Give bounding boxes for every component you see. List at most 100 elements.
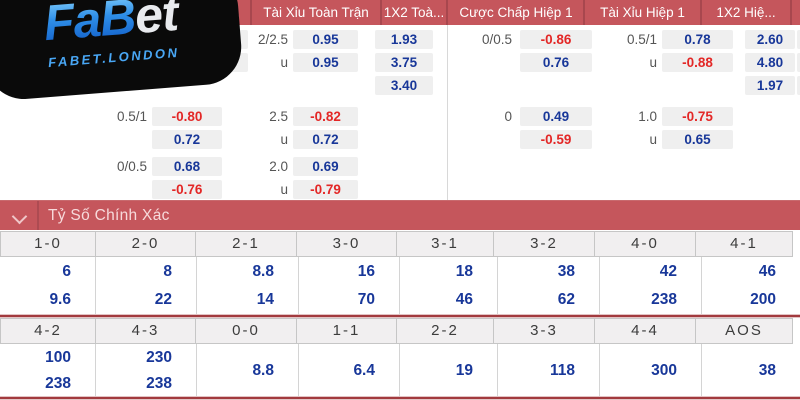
- score-odds-cell[interactable]: 8.8: [197, 344, 299, 396]
- score-odds-cell[interactable]: 18 46: [400, 257, 498, 314]
- score-header: 3-1: [396, 231, 494, 257]
- ou-line-label: 2.0: [269, 159, 288, 174]
- ou-line-label: 2/2.5: [257, 32, 288, 47]
- score-odds[interactable]: 238: [45, 375, 71, 392]
- score-odds-cell[interactable]: 38: [702, 344, 800, 396]
- score-odds[interactable]: 238: [651, 291, 677, 308]
- score-odds[interactable]: 70: [357, 291, 375, 308]
- hc-line-label: 0/0.5: [116, 159, 147, 174]
- odds-button-h1-over[interactable]: 0.78: [662, 30, 733, 49]
- odds-button-partial[interactable]: [797, 30, 800, 49]
- odds-button-h1-hc[interactable]: 0.49: [520, 107, 592, 126]
- score-odds-cell[interactable]: 230 238: [96, 344, 197, 396]
- odds-button-h1-over[interactable]: -0.75: [662, 107, 733, 126]
- odds-button-partial[interactable]: [797, 53, 800, 72]
- header-divider: [446, 0, 448, 25]
- score-odds[interactable]: 100: [45, 349, 71, 366]
- header-full-1x2: 1X2 Toà...: [383, 5, 445, 20]
- odds-button-h1-under[interactable]: 0.65: [662, 130, 733, 149]
- score-odds[interactable]: 8.8: [252, 362, 274, 379]
- score-odds[interactable]: 8: [163, 263, 172, 280]
- score-odds[interactable]: 38: [557, 263, 575, 280]
- block-separator-line: [0, 314, 800, 318]
- odds-button-full-hc[interactable]: 0.68: [152, 157, 222, 176]
- odds-button-full-1x2-draw[interactable]: 3.75: [375, 53, 433, 72]
- score-odds-cell[interactable]: 16 70: [299, 257, 400, 314]
- odds-button-h1-1x2-away[interactable]: 1.97: [745, 76, 795, 95]
- score-odds[interactable]: 200: [750, 291, 776, 308]
- odds-button-full-over[interactable]: 0.95: [293, 30, 358, 49]
- score-odds-cell[interactable]: 46 200: [702, 257, 800, 314]
- score-odds[interactable]: 14: [256, 291, 274, 308]
- correct-score-title: Tỷ Số Chính Xác: [48, 207, 170, 224]
- score-header: 3-2: [493, 231, 595, 257]
- score-odds[interactable]: 62: [557, 291, 575, 308]
- score-odds[interactable]: 118: [549, 362, 575, 379]
- odds-button-full-hc[interactable]: -0.76: [152, 180, 222, 199]
- odds-button-full-over[interactable]: -0.82: [293, 107, 358, 126]
- header-divider: [700, 0, 702, 25]
- score-header: 2-2: [396, 318, 494, 344]
- score-odds[interactable]: 46: [758, 263, 776, 280]
- odds-button-full-1x2-away[interactable]: 3.40: [375, 76, 433, 95]
- header-divider: [380, 0, 382, 25]
- score-odds[interactable]: 22: [154, 291, 172, 308]
- score-odds-cell[interactable]: 118: [498, 344, 600, 396]
- score-header: 4-1: [695, 231, 793, 257]
- score-values-row-1: 6 9.6 8 22 8.8 14 16 70 18 46 38 62 42 2…: [0, 257, 800, 314]
- score-odds-cell[interactable]: 42 238: [600, 257, 702, 314]
- fabet-logo: FaBet FABET.LONDON: [0, 0, 245, 102]
- logo-text-blue: FaB: [42, 0, 138, 51]
- score-odds-cell[interactable]: 300: [600, 344, 702, 396]
- score-odds[interactable]: 38: [758, 362, 776, 379]
- score-odds-cell[interactable]: 19: [400, 344, 498, 396]
- odds-button-full-hc[interactable]: 0.72: [152, 130, 222, 149]
- header-divider: [250, 0, 252, 25]
- score-header: 3-3: [493, 318, 595, 344]
- hc-line-label: 0.5/1: [116, 109, 147, 124]
- odds-button-h1-hc[interactable]: -0.86: [520, 30, 592, 49]
- half-divider-line: [447, 25, 448, 200]
- odds-button-h1-1x2-home[interactable]: 2.60: [745, 30, 795, 49]
- header-bar-divider: [37, 201, 39, 230]
- odds-button-partial[interactable]: [797, 76, 800, 95]
- odds-button-full-under[interactable]: 0.72: [293, 130, 358, 149]
- score-odds[interactable]: 16: [357, 263, 375, 280]
- score-odds[interactable]: 19: [455, 362, 473, 379]
- ou-line-label: u: [649, 132, 657, 147]
- score-header: 2-0: [95, 231, 196, 257]
- odds-button-full-1x2-home[interactable]: 1.93: [375, 30, 433, 49]
- odds-button-h1-under[interactable]: -0.88: [662, 53, 733, 72]
- score-header-row-1: 1-0 2-0 2-1 3-0 3-1 3-2 4-0 4-1: [0, 231, 800, 257]
- odds-button-full-over[interactable]: 0.69: [293, 157, 358, 176]
- header-h1-over-under: Tài Xỉu Hiệp 1: [600, 5, 685, 20]
- score-odds-cell[interactable]: 38 62: [498, 257, 600, 314]
- score-odds[interactable]: 42: [659, 263, 677, 280]
- logo-text-white: et: [132, 0, 180, 45]
- score-odds-cell[interactable]: 6 9.6: [0, 257, 96, 314]
- score-odds[interactable]: 230: [146, 349, 172, 366]
- hc-line-label: 0/0.5: [481, 32, 512, 47]
- odds-button-h1-1x2-draw[interactable]: 4.80: [745, 53, 795, 72]
- odds-button-full-under[interactable]: 0.95: [293, 53, 358, 72]
- score-odds[interactable]: 18: [455, 263, 473, 280]
- score-odds[interactable]: 9.6: [49, 291, 71, 308]
- chevron-down-icon[interactable]: [11, 208, 28, 225]
- score-odds-cell[interactable]: 8.8 14: [197, 257, 299, 314]
- score-odds[interactable]: 46: [455, 291, 473, 308]
- score-odds[interactable]: 6: [62, 263, 71, 280]
- score-odds-cell[interactable]: 8 22: [96, 257, 197, 314]
- odds-button-h1-hc[interactable]: 0.76: [520, 53, 592, 72]
- score-values-row-2: 100 238 230 238 8.8 6.4 19 118 300 38: [0, 344, 800, 396]
- score-odds-cell[interactable]: 6.4: [299, 344, 400, 396]
- score-odds[interactable]: 6.4: [353, 362, 375, 379]
- score-odds-cell[interactable]: 100 238: [0, 344, 96, 396]
- odds-button-full-under[interactable]: -0.79: [293, 180, 358, 199]
- score-odds[interactable]: 8.8: [252, 263, 274, 280]
- score-odds[interactable]: 300: [651, 362, 677, 379]
- header-h1-1x2: 1X2 Hiệ...: [716, 5, 776, 20]
- odds-button-full-hc[interactable]: -0.80: [152, 107, 222, 126]
- odds-button-h1-hc[interactable]: -0.59: [520, 130, 592, 149]
- score-odds[interactable]: 238: [146, 375, 172, 392]
- header-h1-handicap: Cược Chấp Hiệp 1: [459, 5, 573, 20]
